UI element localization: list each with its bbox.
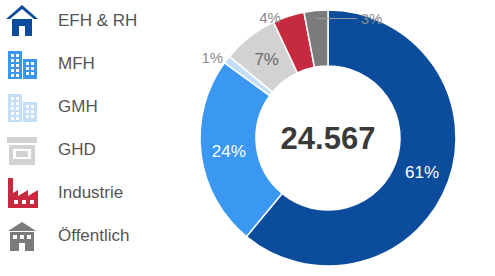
slices <box>200 10 456 266</box>
legend-icon <box>6 5 38 36</box>
icon-part <box>26 72 29 75</box>
icon-part <box>23 59 37 79</box>
legend-label: MFH <box>58 54 95 73</box>
icon-part <box>9 145 35 165</box>
data-label: 1% <box>201 49 223 66</box>
legend-label: Öffentlich <box>58 226 130 245</box>
icon-part <box>12 19 32 36</box>
icon-part <box>20 235 24 239</box>
icon-part <box>27 235 31 239</box>
icon-part <box>16 74 19 77</box>
icon-part <box>10 232 34 251</box>
legend-icon <box>8 178 38 208</box>
icon-part <box>22 200 26 204</box>
icon-part <box>16 102 19 105</box>
icon-part <box>14 200 18 204</box>
icon-part <box>11 69 14 72</box>
icon-part <box>6 5 38 19</box>
icon-part <box>11 107 14 110</box>
icon-part <box>19 26 25 36</box>
icon-part <box>13 235 17 239</box>
icon-part <box>31 72 34 75</box>
icon-part <box>26 67 29 70</box>
icon-part <box>11 59 14 62</box>
icon-part <box>16 64 19 67</box>
legend-label: GHD <box>58 140 96 159</box>
icon-part <box>26 115 29 118</box>
icon-part <box>31 105 34 108</box>
icon-part <box>11 112 14 115</box>
icon-part <box>16 69 19 72</box>
data-labels: 61% 24% 1% 7% 4% 3% <box>201 9 439 182</box>
legend-icon <box>7 137 37 165</box>
data-label: 7% <box>254 50 279 69</box>
chart: 61% 24% 1% 7% 4% 3% 24.567 EFH & RH MFH GMH GHD Ind… <box>0 0 495 276</box>
data-label: 24% <box>212 142 246 161</box>
icon-part <box>26 62 29 65</box>
icon-part <box>16 97 19 100</box>
legend: EFH & RH MFH GMH GHD Industrie Öffentlich <box>6 5 137 251</box>
legend-icon <box>8 51 37 79</box>
legend-icon <box>8 94 37 122</box>
icon-part <box>31 110 34 113</box>
icon-part <box>16 59 19 62</box>
icon-part <box>8 178 13 196</box>
legend-label: Industrie <box>58 183 123 202</box>
data-label: 3% <box>361 10 383 27</box>
icon-part <box>11 54 14 57</box>
icon-part <box>8 51 22 79</box>
icon-part <box>11 117 14 120</box>
icon-part <box>16 107 19 110</box>
icon-part <box>7 137 37 143</box>
icon-part <box>8 190 38 208</box>
data-label: 4% <box>259 9 281 26</box>
icon-part <box>11 74 14 77</box>
legend-icon <box>8 222 36 251</box>
icon-part <box>31 115 34 118</box>
icon-part <box>16 54 19 57</box>
icon-part <box>16 151 28 157</box>
icon-part <box>16 112 19 115</box>
icon-part <box>8 222 36 231</box>
icon-part <box>26 105 29 108</box>
icon-part <box>26 110 29 113</box>
icon-part <box>31 67 34 70</box>
icon-part <box>31 62 34 65</box>
icon-part <box>11 64 14 67</box>
center-text: 24.567 <box>281 121 376 156</box>
icon-part <box>19 243 25 251</box>
legend-label: EFH & RH <box>58 11 137 30</box>
icon-part <box>16 117 19 120</box>
icon-part <box>11 102 14 105</box>
icon-part <box>11 97 14 100</box>
icon-part <box>13 149 31 159</box>
icon-part <box>8 94 22 122</box>
data-label: 61% <box>405 163 439 182</box>
icon-part <box>30 200 34 204</box>
icon-part <box>23 102 37 122</box>
leader-line <box>317 18 357 19</box>
legend-label: GMH <box>58 97 98 116</box>
